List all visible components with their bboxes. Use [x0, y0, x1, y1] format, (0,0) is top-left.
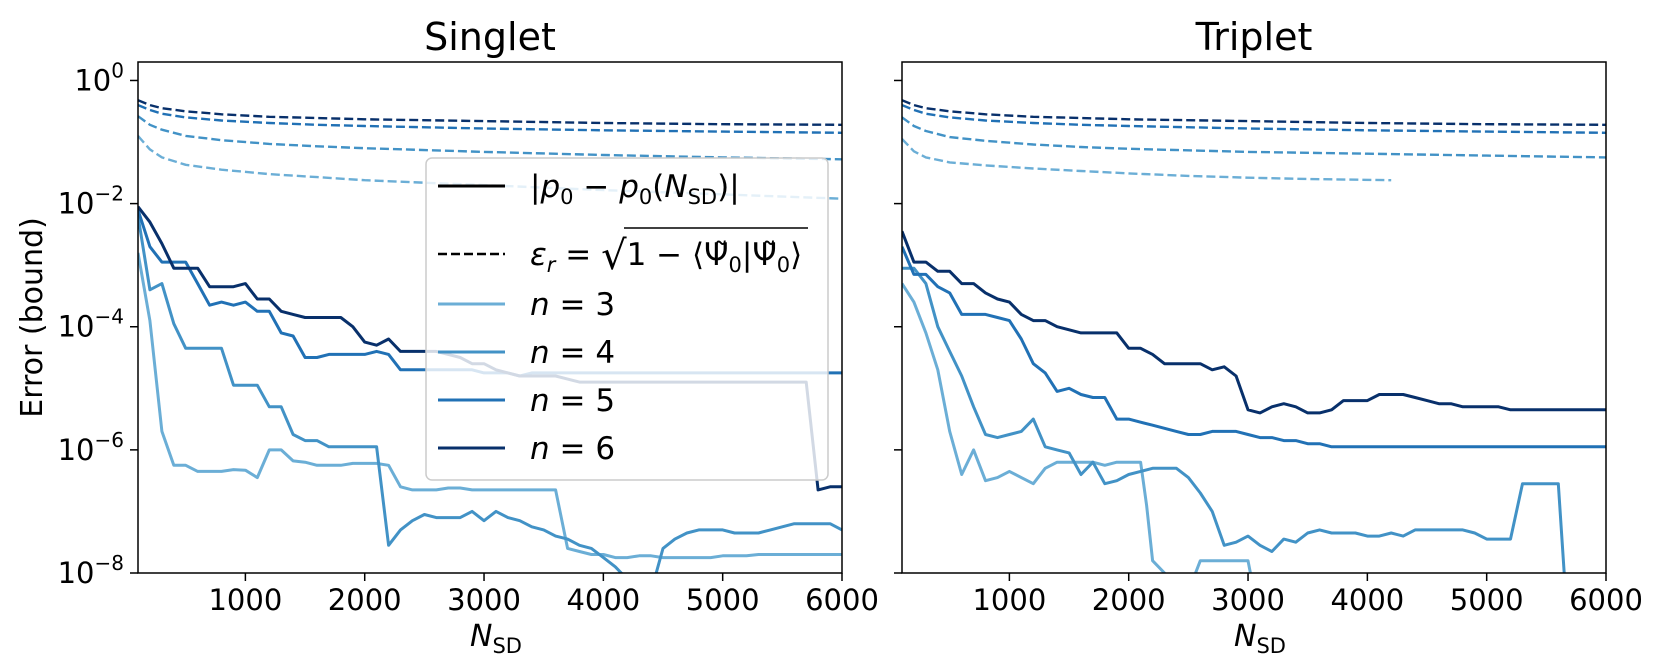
- y-axis-label: Error (bound): [15, 217, 50, 418]
- series-n-3: [902, 282, 1252, 573]
- series-n-4: [902, 266, 1566, 573]
- legend-label: n = 5: [530, 383, 615, 419]
- series-group: [902, 99, 1606, 573]
- y-tick-label: 10−6: [58, 428, 124, 467]
- series-n-6-bound: [902, 99, 1606, 126]
- x-tick-label: 6000: [805, 583, 879, 617]
- y-tick-label: 10−2: [58, 182, 124, 221]
- x-tick-label: 1000: [208, 583, 282, 617]
- y-tick-label: 10−8: [58, 551, 124, 590]
- series-n-6: [902, 230, 1606, 415]
- x-tick-label: 3000: [1211, 583, 1285, 617]
- legend-box: [425, 157, 829, 481]
- series-n-5: [902, 246, 1606, 449]
- series-n-3-bound: [902, 138, 1392, 182]
- x-tick-label: 3000: [447, 583, 521, 617]
- axes-frame: [137, 61, 843, 574]
- y-tick-label: 10−4: [58, 305, 124, 344]
- x-tick-label: 5000: [686, 583, 760, 617]
- legend-label: εr = √1 − ⟨Ψ̃0|Ψ̃0⟩: [530, 233, 802, 279]
- legend-label: n = 4: [530, 335, 615, 371]
- x-tick-label: 1000: [972, 583, 1046, 617]
- x-tick-label: 4000: [566, 583, 640, 617]
- panel-triplet: 1000 2000 3000 4000 5000 6000 Triplet NSD: [894, 15, 1643, 658]
- series-n-5-bound: [138, 103, 842, 134]
- x-tick-label: 4000: [1330, 583, 1404, 617]
- chart-title: Singlet: [424, 15, 556, 59]
- series-n-6-bound: [138, 99, 842, 126]
- x-tick-label: 2000: [328, 583, 402, 617]
- legend-label: n = 3: [530, 287, 615, 323]
- axes-frame: [901, 61, 1607, 574]
- y-tick-label: 100: [74, 58, 124, 97]
- legend: |p0 − p0(NSD)| εr = √1 − ⟨Ψ̃0|Ψ̃0⟩ n = 3 n …: [425, 157, 829, 481]
- x-tick-label: 5000: [1450, 583, 1524, 617]
- series-n-4: [138, 215, 842, 573]
- series-n-5-bound: [902, 103, 1606, 134]
- x-axis-label: NSD: [470, 619, 522, 658]
- x-axis-label: NSD: [1234, 619, 1286, 658]
- series-n-4-bound: [902, 116, 1606, 159]
- x-tick-label: 6000: [1569, 583, 1643, 617]
- legend-label: |p0 − p0(NSD)|: [530, 169, 740, 209]
- x-tick-label: 2000: [1092, 583, 1166, 617]
- legend-label: n = 6: [530, 431, 615, 467]
- series-n-3: [138, 252, 842, 560]
- chart-title: Triplet: [1195, 15, 1313, 59]
- series-n-4-bound: [138, 115, 842, 161]
